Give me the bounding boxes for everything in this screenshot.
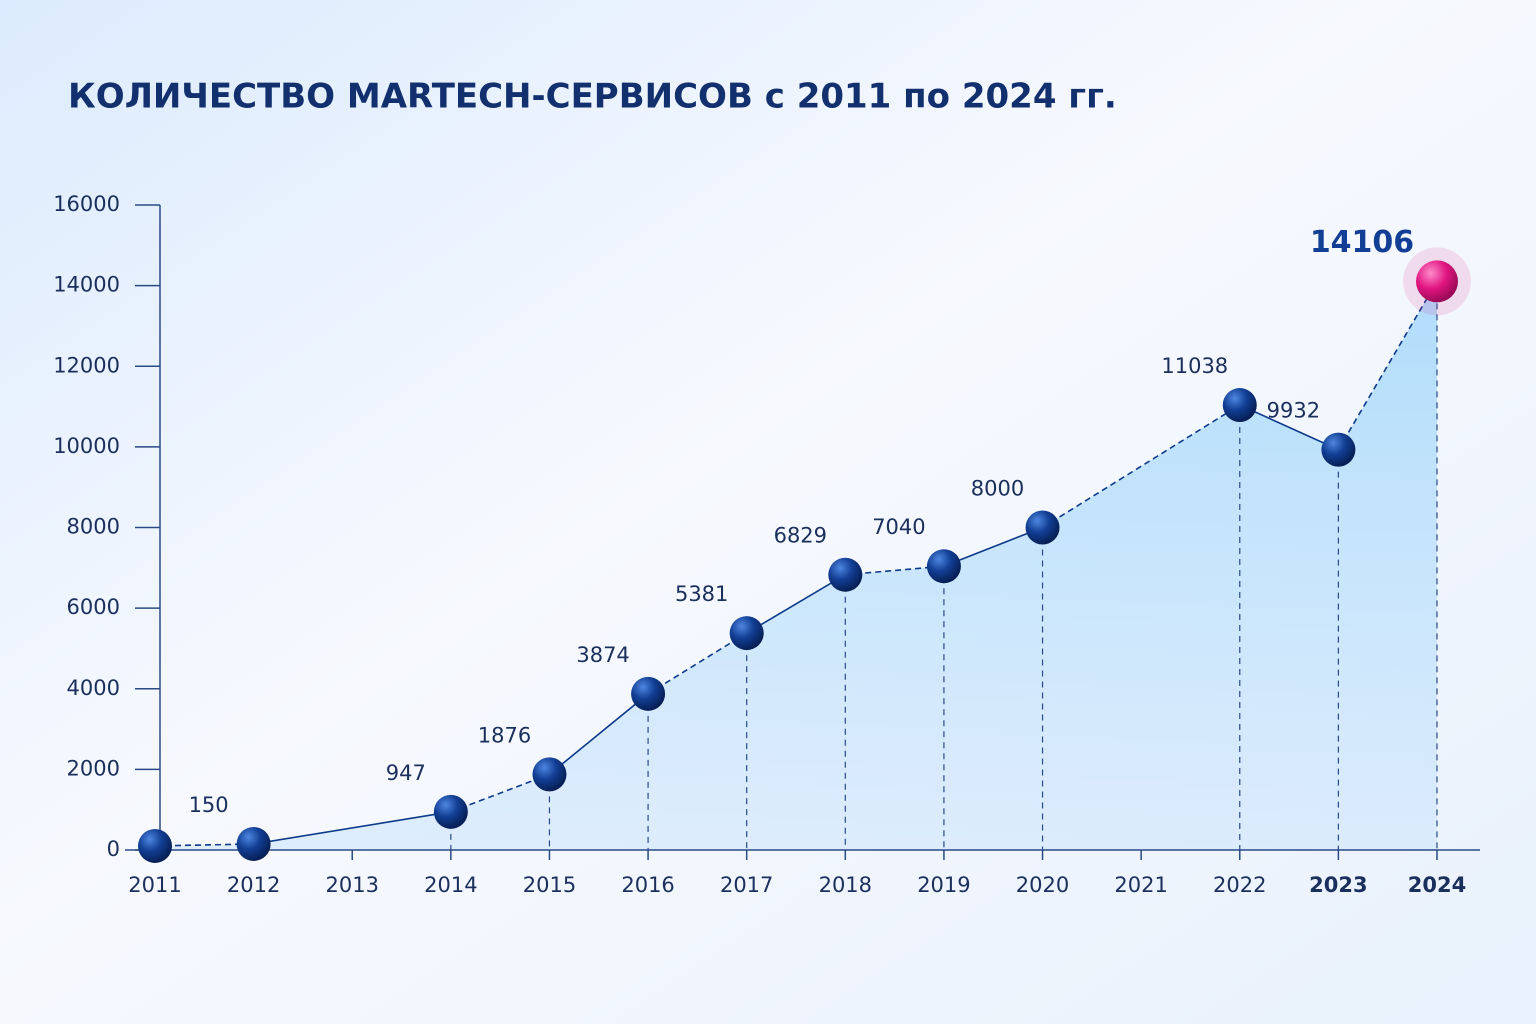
y-tick-label: 10000 [53,434,120,458]
point [1321,432,1356,467]
data-label: 3874 [576,643,629,667]
x-tick-label: 2013 [326,873,379,897]
point [236,826,271,861]
point [926,549,961,584]
data-label: 5381 [675,582,728,606]
y-tick-label: 16000 [53,192,120,216]
connector [450,773,550,813]
data-label: 150 [189,793,229,817]
x-tick-label: 2015 [523,873,576,897]
x-tick-label: 2021 [1114,873,1167,897]
connector [1337,280,1438,451]
point [532,757,567,792]
chart-title: КОЛИЧЕСТВО MARTECH-СЕРВИСОВ с 2011 по 20… [68,77,1117,117]
y-tick-label: 6000 [67,595,120,619]
point [1222,388,1257,423]
plot: 0 2000 4000 6000 8000 10000 12000 14000 16000 201… [53,192,1480,897]
point [1416,260,1458,303]
data-label: 8000 [971,477,1024,501]
connector [1042,404,1241,529]
point [729,616,764,651]
y-tick-label: 8000 [67,515,120,539]
connector [746,574,846,634]
connector [253,811,451,845]
y-tick-label: 4000 [67,676,120,700]
data-label: 6829 [774,524,827,548]
connector [1239,404,1339,451]
connector [943,526,1043,567]
connector [548,693,649,775]
data-label: 11038 [1161,354,1228,378]
data-label: 7040 [872,515,925,539]
point [138,828,172,863]
area [155,281,1437,850]
x-tick-label: 2020 [1016,873,1069,897]
y-tick-label: 12000 [53,353,120,377]
x-tick-label: 2017 [720,873,773,897]
point [433,794,468,829]
x-tick-label: 2014 [424,873,477,897]
y-tick-label: 2000 [67,756,120,780]
x-tick-label: 2018 [819,873,872,897]
x-tick-label: 2012 [227,873,280,897]
x-tick-label: 2022 [1213,873,1266,897]
y-tick-label: 0 [107,837,120,861]
y-tick-label: 14000 [53,273,120,297]
point [828,557,863,592]
point [631,676,666,711]
data-label: 1876 [478,723,531,747]
point [1025,510,1060,545]
data-label: 947 [386,761,426,785]
x-tick-label: 2019 [917,873,970,897]
data-label: 14106 [1310,225,1414,260]
x-tick-label: 2024 [1408,873,1466,897]
x-tick-label: 2023 [1309,873,1367,897]
x-tick-label: 2011 [128,873,181,897]
data-label: 9932 [1267,399,1320,423]
x-tick-label: 2016 [621,873,674,897]
